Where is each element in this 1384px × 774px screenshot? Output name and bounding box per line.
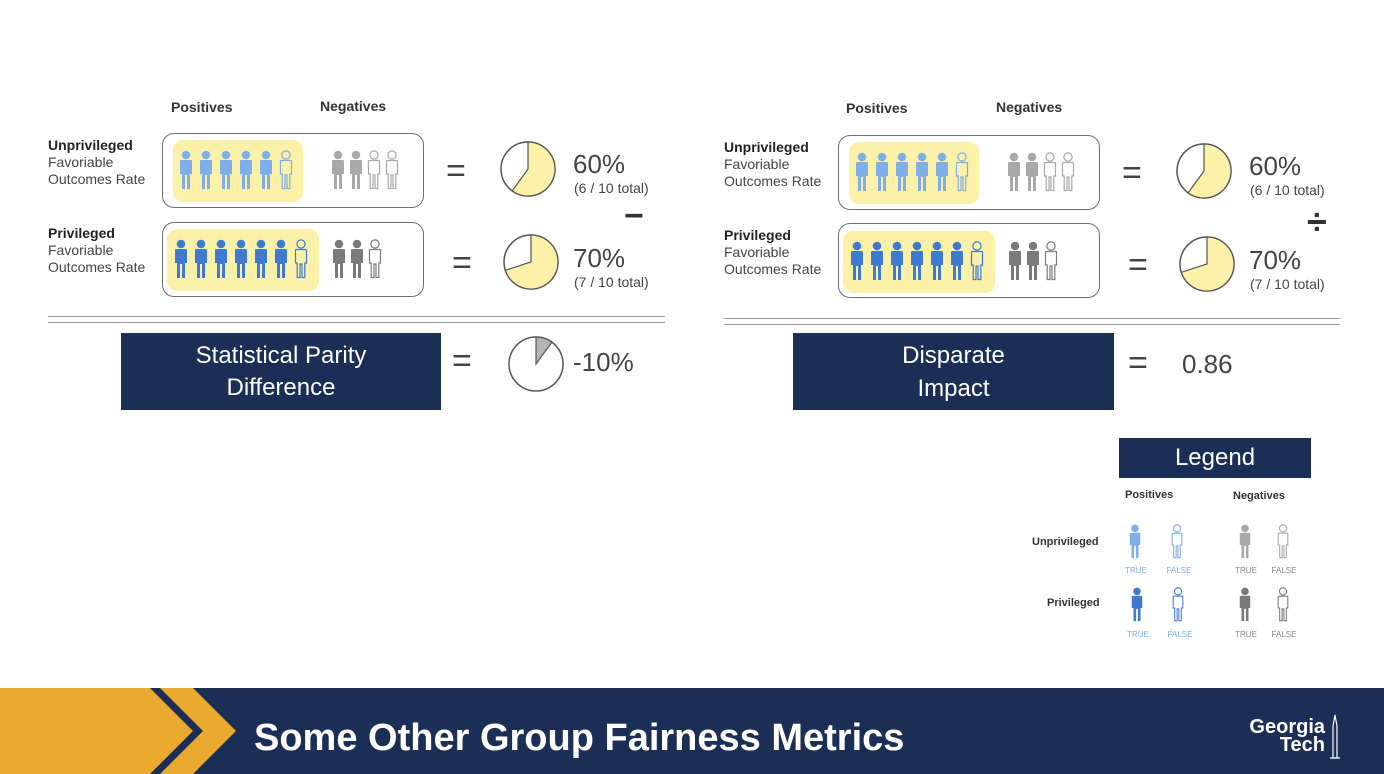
legend-title: Legend bbox=[1119, 438, 1311, 478]
right-row1-equals: = bbox=[1122, 154, 1142, 192]
chevron-arrows-icon bbox=[0, 688, 236, 774]
right-divide-operator: ÷ bbox=[1307, 201, 1327, 242]
left-result-value: -10% bbox=[573, 347, 634, 377]
right-row2-pie bbox=[1179, 236, 1235, 292]
left-row1-positives-highlight bbox=[173, 140, 303, 202]
disparate-impact-label-line2: Impact bbox=[917, 374, 990, 402]
legend-priv-neg-false: FALSE bbox=[1271, 630, 1297, 639]
right-row2-label: Privileged Favoriable Outcomes Rate bbox=[724, 227, 821, 278]
left-row2-label-line2: Favoriable bbox=[48, 242, 114, 258]
disparate-impact-box: Disparate Impact bbox=[793, 333, 1114, 410]
slide-title: Some Other Group Fairness Metrics bbox=[254, 717, 905, 759]
legend-unpriv-neg-false: FALSE bbox=[1271, 566, 1297, 575]
right-row1-label-line3: Outcomes Rate bbox=[724, 173, 822, 189]
right-row1-negative-people bbox=[1008, 152, 1075, 192]
left-row2-label-bold: Privileged bbox=[48, 225, 115, 241]
left-result-equals: = bbox=[452, 342, 472, 380]
left-row2-percent: 70% bbox=[573, 243, 626, 273]
legend-unpriv-neg-true: TRUE bbox=[1235, 566, 1257, 575]
legend-unpriv-pos-true: TRUE bbox=[1125, 566, 1147, 575]
left-row1-label-line2: Favoriable bbox=[48, 154, 114, 170]
left-row1-label: Unprivileged Favoriable Outcomes Rate bbox=[48, 137, 145, 188]
legend-unpriv-pos-false: FALSE bbox=[1166, 566, 1192, 575]
right-divider-top bbox=[724, 318, 1340, 319]
legend-priv-pos-false: FALSE bbox=[1167, 630, 1193, 639]
legend-row-privileged: Privileged bbox=[1047, 597, 1100, 609]
left-row1-equals: = bbox=[446, 152, 466, 190]
left-row2-pie bbox=[503, 234, 559, 290]
right-row2-negative-people bbox=[1009, 241, 1058, 281]
left-row1-positive-people bbox=[180, 150, 293, 190]
right-col-negatives: Negatives bbox=[996, 99, 1063, 115]
right-result-equals: = bbox=[1128, 344, 1148, 382]
right-col-positives: Positives bbox=[846, 100, 908, 116]
right-row1-positive-people bbox=[856, 152, 969, 192]
left-row1-label-bold: Unprivileged bbox=[48, 137, 133, 153]
right-row2-label-line2: Favoriable bbox=[724, 244, 790, 260]
left-divider-bottom bbox=[48, 322, 665, 323]
left-row1-percent: 60% bbox=[573, 149, 626, 179]
left-row2-positive-people bbox=[175, 239, 308, 279]
left-col-negatives: Negatives bbox=[320, 98, 387, 114]
right-row1-detail: (6 / 10 total) bbox=[1250, 182, 1325, 198]
left-row1-negative-people bbox=[332, 150, 399, 190]
right-row2-equals: = bbox=[1128, 246, 1148, 284]
left-row2-label: Privileged Favoriable Outcomes Rate bbox=[48, 225, 145, 276]
statistical-parity-difference-box: Statistical Parity Difference bbox=[121, 333, 441, 410]
legend-row-unprivileged: Unprivileged bbox=[1032, 536, 1099, 548]
left-row2-label-line3: Outcomes Rate bbox=[48, 259, 146, 275]
left-result-pie bbox=[508, 336, 564, 392]
legend-col-negatives: Negatives bbox=[1233, 490, 1285, 502]
left-col-positives: Positives bbox=[171, 99, 233, 115]
right-row2-percent: 70% bbox=[1249, 245, 1302, 275]
left-row2-negative-people bbox=[333, 239, 382, 279]
left-row1-detail: (6 / 10 total) bbox=[574, 180, 649, 196]
disparate-impact-label-line1: Disparate bbox=[902, 341, 1005, 369]
right-result-value: 0.86 bbox=[1182, 349, 1233, 379]
left-row2-equals: = bbox=[452, 244, 472, 282]
statistical-parity-difference-label: Statistical Parity Difference bbox=[195, 341, 367, 401]
right-row1-pie bbox=[1176, 143, 1232, 199]
right-row1-label: Unprivileged Favoriable Outcomes Rate bbox=[724, 139, 821, 190]
right-row1-label-line2: Favoriable bbox=[724, 156, 790, 172]
right-row1-label-bold: Unprivileged bbox=[724, 139, 809, 155]
georgia-tech-logo: Georgia Tech bbox=[1221, 716, 1325, 756]
right-row2-positive-people bbox=[851, 241, 984, 281]
legend-col-positives: Positives bbox=[1125, 489, 1174, 501]
legend-priv-pos-true: TRUE bbox=[1127, 630, 1149, 639]
left-divider-top bbox=[48, 316, 665, 317]
right-row2-label-line3: Outcomes Rate bbox=[724, 261, 822, 277]
right-row1-positives-highlight bbox=[849, 142, 979, 204]
legend-privileged-icons bbox=[1131, 587, 1289, 622]
left-row1-pie bbox=[500, 141, 556, 197]
right-row2-label-bold: Privileged bbox=[724, 227, 791, 243]
left-row1-label-line3: Outcomes Rate bbox=[48, 171, 146, 187]
logo-line-georgia: Georgia bbox=[1249, 716, 1325, 738]
left-minus-operator: − bbox=[624, 197, 644, 235]
tech-tower-icon bbox=[1330, 714, 1340, 759]
right-row2-detail: (7 / 10 total) bbox=[1250, 276, 1325, 292]
legend-unprivileged-icons bbox=[1129, 524, 1289, 559]
right-divider-bottom bbox=[724, 324, 1340, 325]
right-row1-percent: 60% bbox=[1249, 151, 1302, 181]
left-row2-detail: (7 / 10 total) bbox=[574, 274, 649, 290]
legend-priv-neg-true: TRUE bbox=[1235, 630, 1257, 639]
logo-line-tech: Tech bbox=[1279, 734, 1325, 756]
